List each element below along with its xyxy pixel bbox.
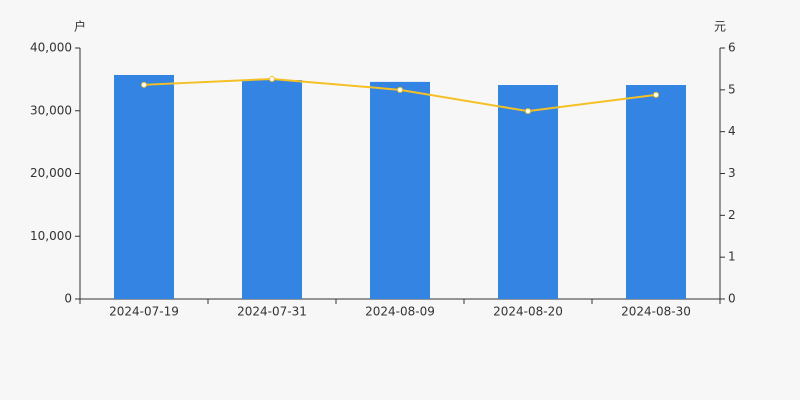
y2-tick-label: 5 [728,82,736,96]
y2-axis-label: 元 [714,20,726,34]
line-point [269,75,275,82]
y-tick-label: 20,000 [30,166,72,180]
y-tick-label: 10,000 [30,229,72,243]
y2-tick-label: 2 [728,208,736,222]
y-tick-label: 40,000 [30,41,72,55]
line-point [397,86,403,93]
y-tick-label: 30,000 [30,103,72,117]
x-tick-label: 2024-08-09 [365,305,435,319]
x-tick-label: 2024-07-19 [109,305,179,319]
y2-tick-label: 0 [728,292,736,306]
x-tick-label: 2024-08-30 [621,305,691,319]
bar [498,85,558,300]
bar [370,81,430,299]
y2-tick-label: 3 [728,166,736,180]
x-tick-label: 2024-08-20 [493,305,563,319]
line-point [141,81,147,88]
line-point [653,91,659,98]
y-tick-label: 0 [64,292,72,306]
bar [114,74,174,299]
x-tick-label: 2024-07-31 [237,305,307,319]
y-axis-label: 户 [74,19,86,34]
y2-tick-label: 1 [728,250,736,264]
bar [242,80,302,299]
y2-tick-label: 4 [728,124,736,138]
bar [626,85,686,300]
line-point [525,108,531,115]
y2-tick-label: 6 [728,41,736,55]
